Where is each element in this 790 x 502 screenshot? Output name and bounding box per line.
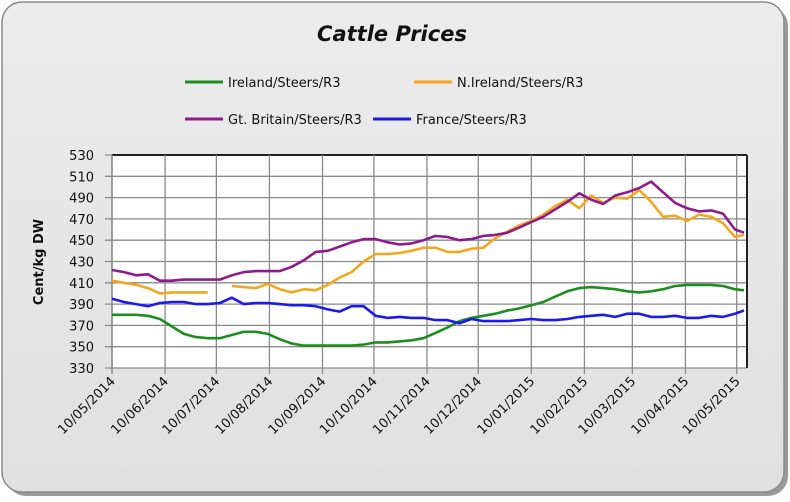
legend-label: France/Steers/R3 — [416, 113, 527, 128]
y-tick-label: 330 — [69, 362, 94, 377]
y-tick-label: 410 — [69, 277, 94, 292]
y-tick-label: 450 — [69, 234, 94, 249]
series-line-gt-britain-steers-r- — [111, 180, 745, 282]
legend-item: N.Ireland/Steers/R3 — [414, 76, 583, 91]
y-tick-label: 490 — [69, 192, 94, 207]
y-axis: 330 350 370 390 410 430 450 470 490 510 530 — [69, 149, 94, 377]
y-tick-label: 350 — [69, 341, 94, 356]
grid — [105, 154, 748, 374]
series-line-ireland-steers-r- — [112, 283, 745, 347]
legend-item: Gt. Britain/Steers/R3 — [185, 113, 362, 128]
series-lines — [111, 180, 745, 347]
y-axis-label: Cent/kg DW — [32, 219, 47, 305]
y-tick-label: 470 — [69, 213, 94, 228]
legend-label: Gt. Britain/Steers/R3 — [228, 113, 362, 128]
legend-label: N.Ireland/Steers/R3 — [457, 76, 583, 91]
legend-label: Ireland/Steers/R3 — [228, 76, 341, 91]
y-tick-label: 390 — [69, 298, 94, 313]
legend: Ireland/Steers/R3 N.Ireland/Steers/R3 Gt. … — [185, 76, 583, 128]
series-line-france-steers-r- — [111, 296, 745, 325]
y-tick-label: 510 — [69, 170, 94, 185]
y-tick-label: 370 — [69, 319, 94, 334]
chart-title: Cattle Prices — [317, 22, 467, 46]
y-tick-label: 530 — [69, 149, 94, 164]
legend-item: Ireland/Steers/R3 — [185, 76, 341, 91]
legend-item: France/Steers/R3 — [373, 113, 527, 128]
series-line-n-ireland-steers-r- — [111, 188, 745, 295]
y-tick-label: 430 — [69, 256, 94, 271]
